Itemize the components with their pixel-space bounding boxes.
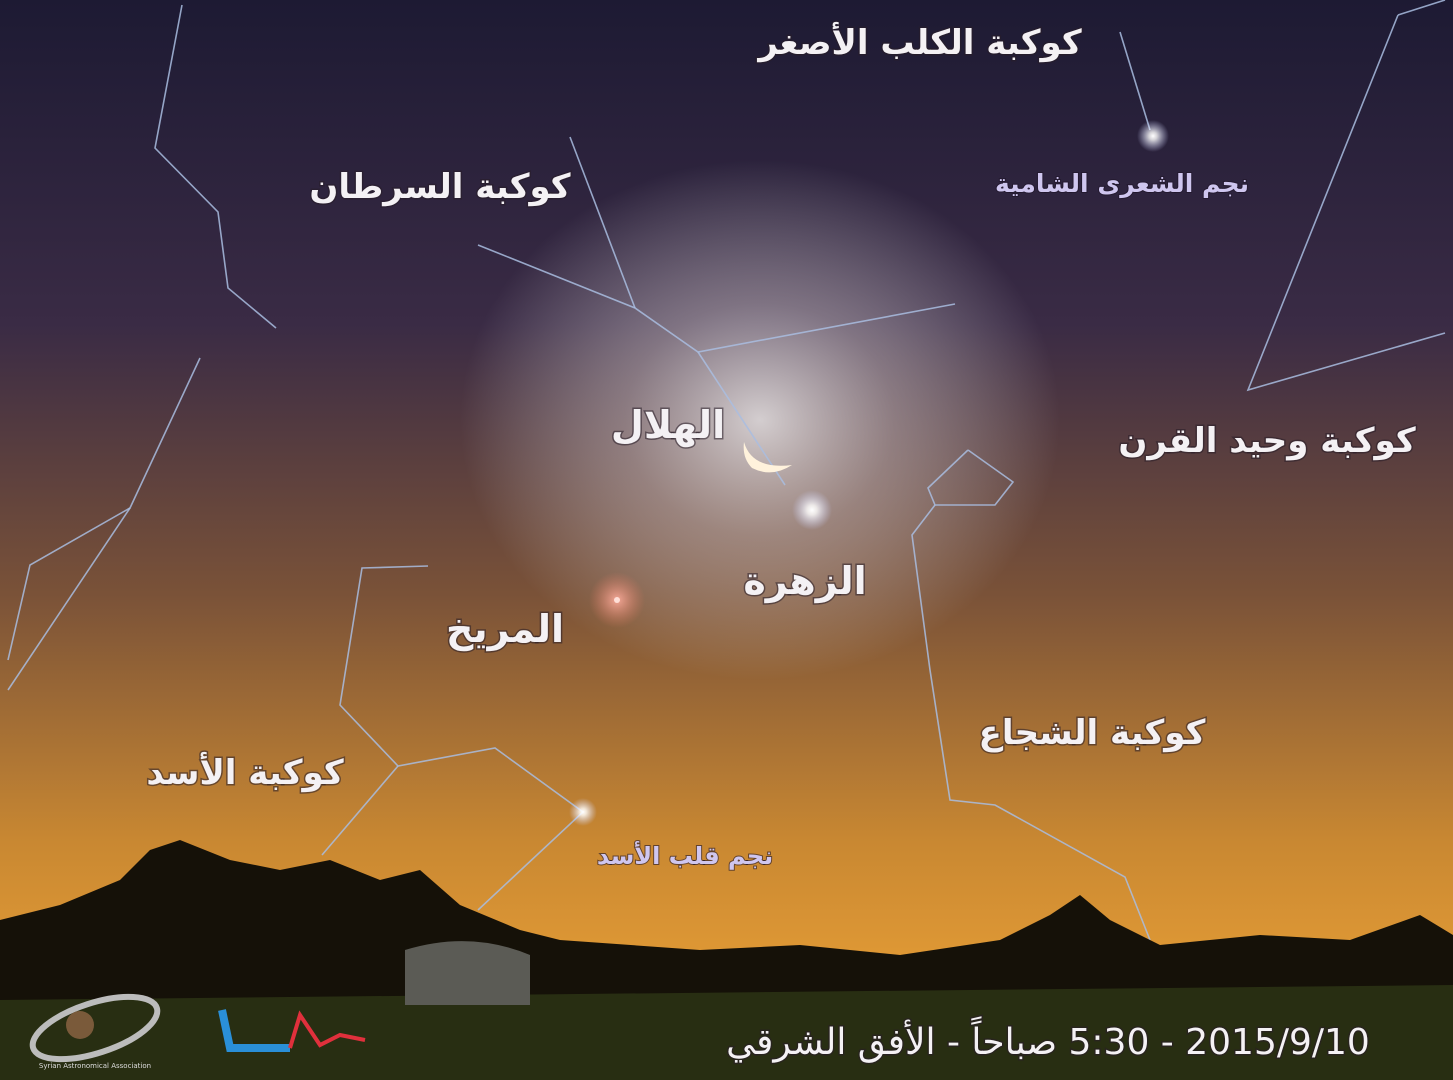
label-leo: كوكبة الأسد [146,751,343,793]
label-monoceros: كوكبة وحيد القرن [1118,421,1415,461]
label-crescent: الهلال [611,403,725,447]
hut [405,941,530,1005]
sirius-dot [1137,120,1169,152]
label-cancer: كوكبة السرطان [309,167,570,207]
logo-planet [66,1011,94,1039]
label-canis-minor: كوكبة الكلب الأصغر [756,21,1081,63]
label-venus: الزهرة [743,559,866,603]
sky-map: Syrian Astronomical Association كوكبة ال… [0,0,1453,1080]
venus-dot [792,490,832,530]
mars-dot [614,597,620,603]
label-mars: المريخ [446,607,564,651]
label-sirius: نجم الشعرى الشامية [995,169,1249,199]
footer-caption: 2015/9/10 - 5:30 صباحاً - الأفق الشرقي [726,1016,1370,1063]
logo-org: Syrian Astronomical Association [39,1062,151,1070]
label-regulus: نجم قلب الأسد [597,841,773,870]
page: {"labels": { "canis_minor": "كوكبة الكلب… [0,0,1453,1080]
regulus-dot [569,798,597,826]
label-hydra: كوكبة الشجاع [979,713,1206,753]
